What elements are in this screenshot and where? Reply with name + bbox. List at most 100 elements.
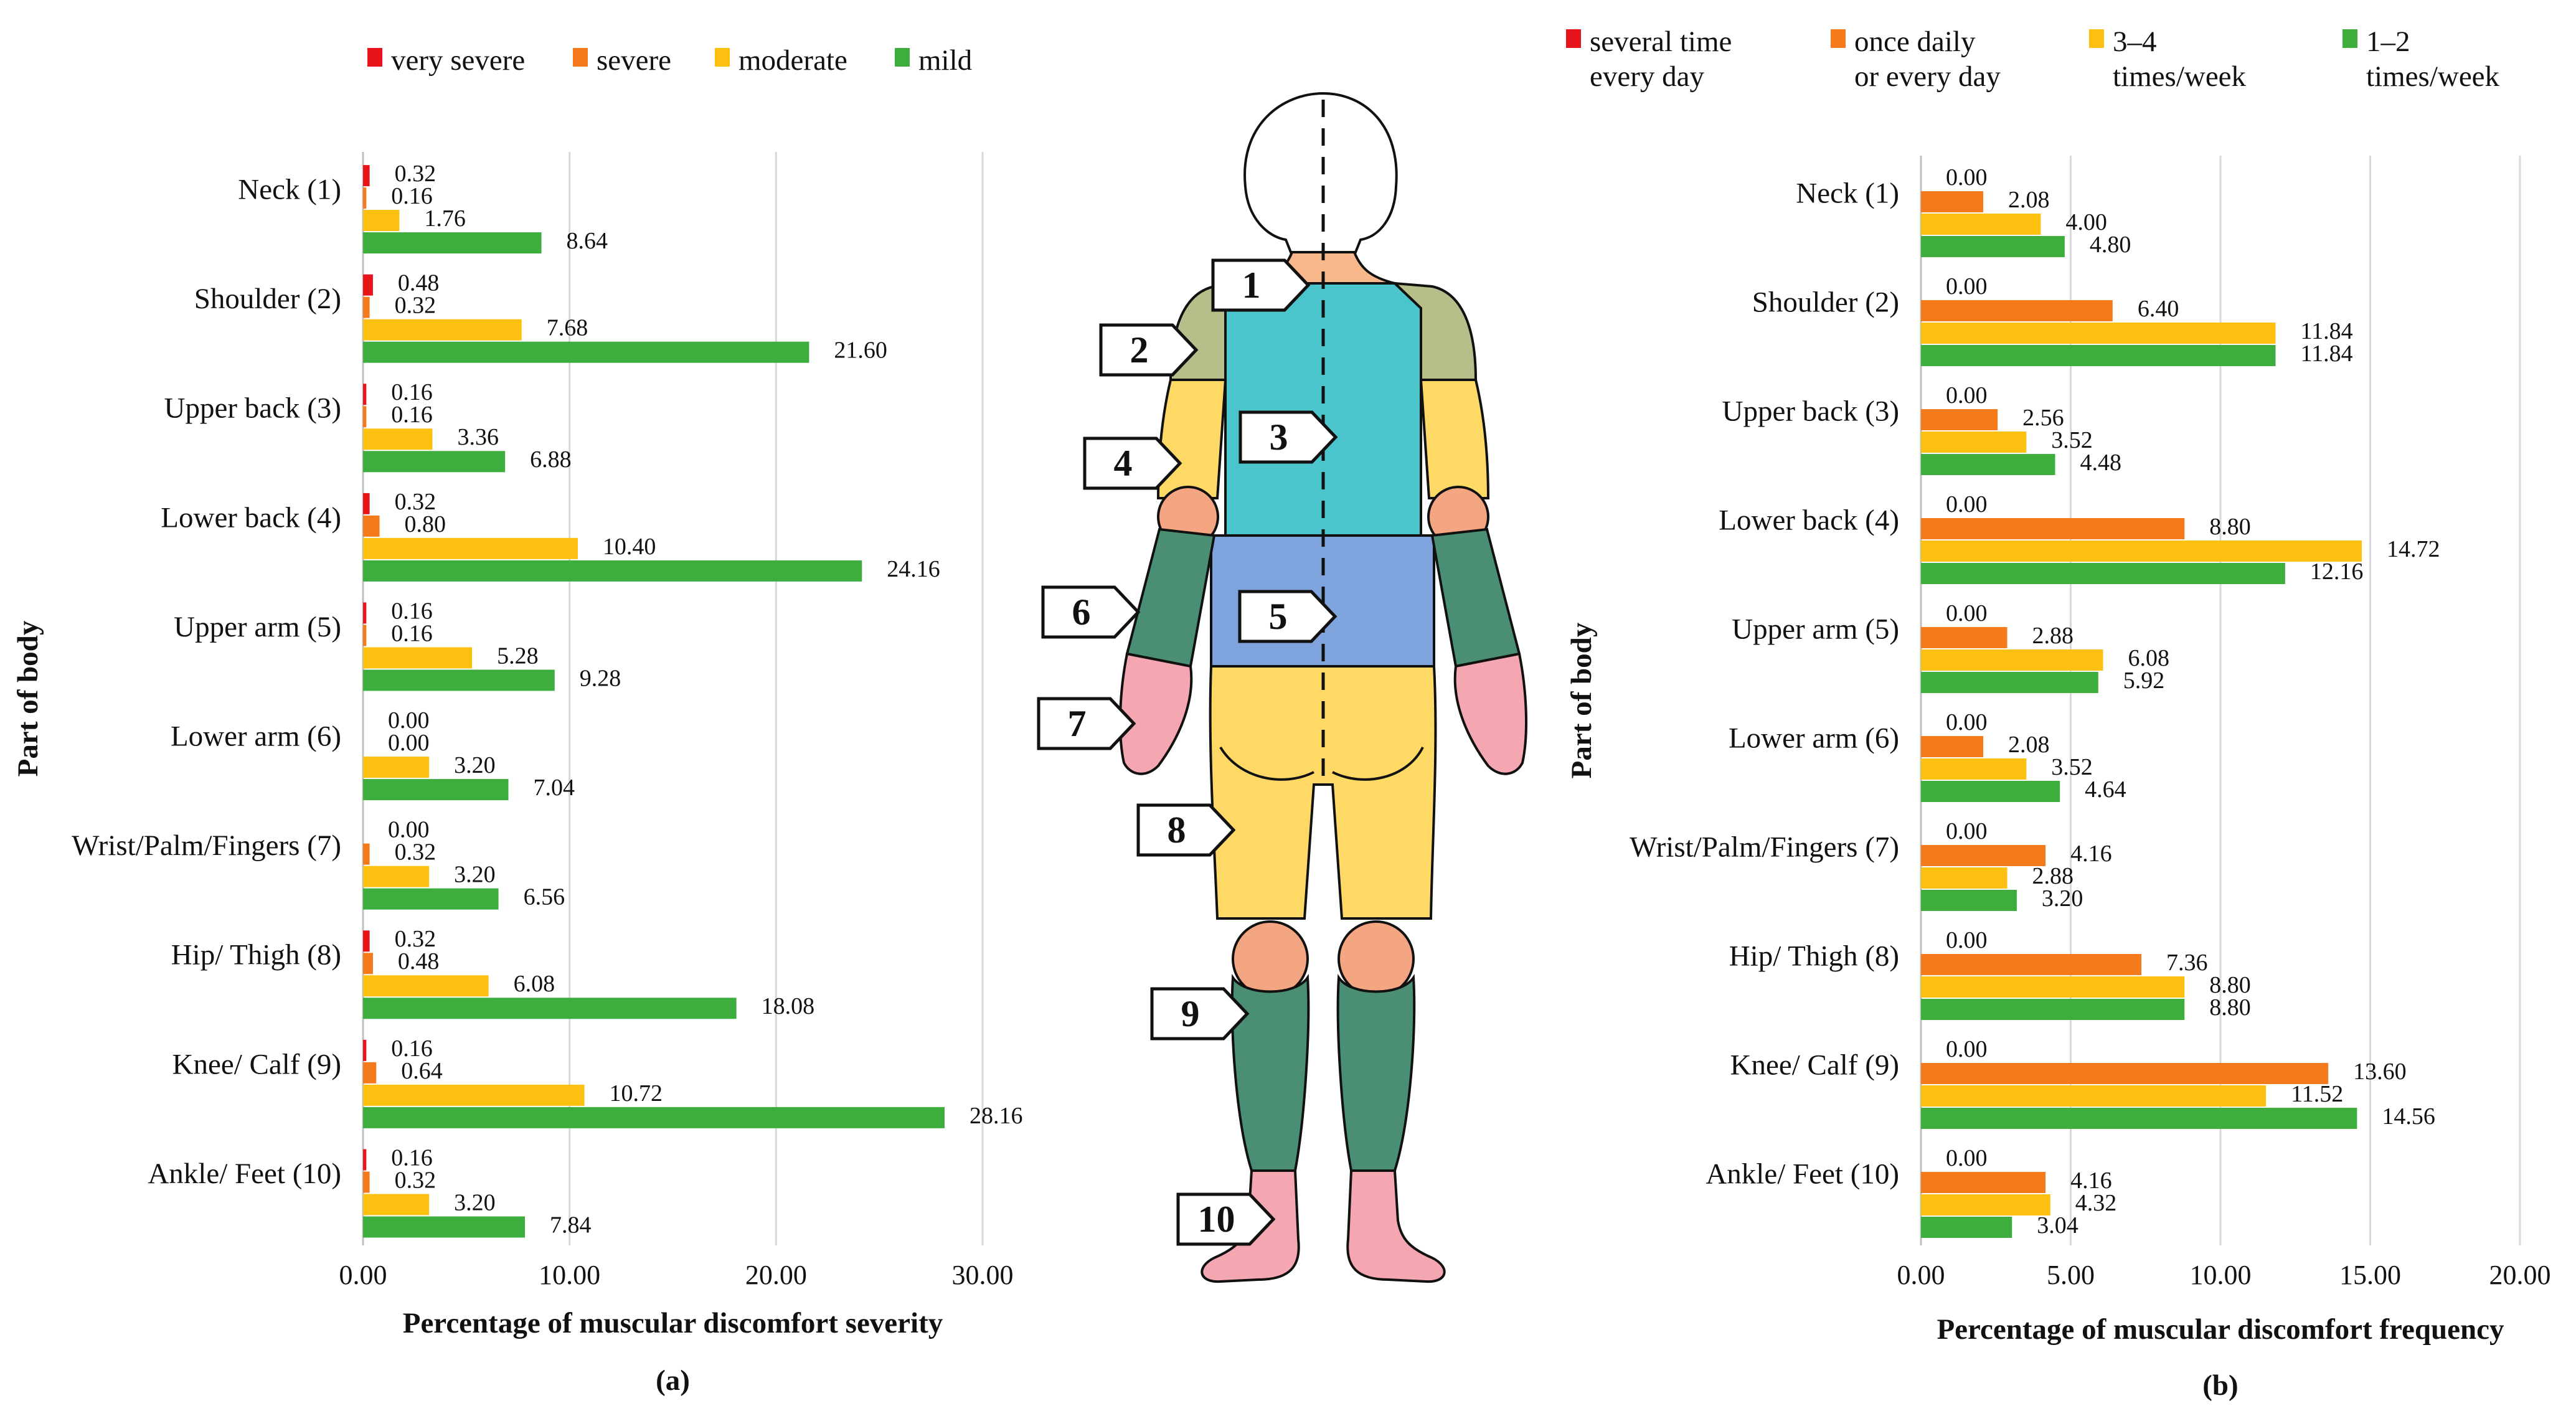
bar <box>363 537 578 559</box>
region-tag <box>1150 987 1250 1041</box>
data-label: 0.64 <box>401 1058 443 1084</box>
bar <box>1921 563 2285 584</box>
data-label: 0.00 <box>1946 491 1988 517</box>
data-label: 6.88 <box>530 446 572 473</box>
bar <box>363 210 400 232</box>
x-tick-label: 30.00 <box>952 1260 1014 1290</box>
legend-label: several time <box>1590 26 1732 58</box>
data-label: 3.20 <box>454 862 496 888</box>
bar <box>363 953 373 975</box>
category-label: Lower back (4) <box>161 501 341 534</box>
data-label: 0.16 <box>391 620 433 646</box>
bar <box>363 930 370 952</box>
bar <box>1921 1172 2046 1193</box>
x-tick-label: 20.00 <box>2489 1260 2551 1290</box>
bar <box>1921 454 2055 475</box>
bar <box>363 1149 367 1171</box>
legend-swatch <box>2089 29 2104 48</box>
category-label: Shoulder (2) <box>1752 286 1899 318</box>
bar <box>1921 345 2276 366</box>
category-label: Upper back (3) <box>164 392 341 425</box>
data-label: 0.80 <box>405 511 446 537</box>
bar <box>363 319 522 341</box>
body-region-upper-arm-right <box>1419 379 1490 499</box>
data-label: 5.92 <box>2123 668 2165 694</box>
bar <box>1921 845 2046 866</box>
x-tick-label: 0.00 <box>1897 1260 1945 1290</box>
legend-swatch <box>1566 29 1581 48</box>
data-label: 8.80 <box>2209 972 2251 998</box>
bar <box>363 1216 526 1238</box>
bar <box>363 998 737 1019</box>
bar <box>1921 627 2007 648</box>
category-label: Shoulder (2) <box>194 283 341 315</box>
data-label: 11.52 <box>2291 1081 2343 1107</box>
data-label: 2.08 <box>2008 732 2050 758</box>
data-label: 0.00 <box>1946 1036 1988 1062</box>
data-label: 10.72 <box>610 1080 663 1107</box>
data-label: 0.32 <box>395 293 436 319</box>
frequency-chart: 0.00 5.00 10.00 15.00 20.00 Neck (1) 0.00 2.08 4… <box>1565 26 2551 1402</box>
region-number: 8 <box>1168 809 1186 851</box>
legend-swatch <box>715 48 730 67</box>
data-label: 0.32 <box>395 926 436 952</box>
region-tag <box>1211 258 1311 312</box>
data-label: 6.08 <box>2128 645 2169 671</box>
body-region-hip-thigh <box>1209 665 1437 920</box>
legend-swatch <box>1831 29 1846 48</box>
bar <box>363 866 430 887</box>
data-label: 8.80 <box>2209 514 2251 540</box>
bar <box>1921 781 2060 802</box>
data-label: 0.16 <box>391 1036 433 1062</box>
panel-label: (a) <box>656 1364 690 1397</box>
bar <box>363 779 509 801</box>
data-label: 21.60 <box>834 337 887 364</box>
legend-label: 1–2 <box>2366 26 2410 58</box>
bar <box>1921 323 2276 344</box>
body-region-lower-arm-right <box>1430 527 1521 668</box>
legend-label: times/week <box>2113 60 2247 93</box>
region-tag <box>1136 803 1236 857</box>
x-tick-label: 20.00 <box>745 1260 807 1290</box>
bar <box>1921 954 2142 975</box>
legend-label: moderate <box>738 44 847 77</box>
data-label: 0.16 <box>391 379 433 405</box>
category-label: Lower arm (6) <box>1729 722 1899 754</box>
region-tag <box>1238 590 1338 643</box>
body-region-upper-arm-left <box>1156 379 1227 499</box>
bar <box>363 274 373 296</box>
body-region-hand-left <box>1118 652 1193 775</box>
region-tag <box>1041 585 1141 639</box>
category-label: Hip/ Thigh (8) <box>1729 940 1899 972</box>
y-axis-title: Part of body <box>12 620 44 776</box>
region-tag <box>1238 410 1338 464</box>
data-label: 1.76 <box>424 205 466 232</box>
data-label: 5.28 <box>497 643 539 669</box>
bar <box>1921 432 2027 453</box>
data-label: 0.00 <box>1946 164 1988 191</box>
legend-swatch <box>895 48 910 67</box>
data-label: 0.48 <box>398 270 440 296</box>
region-tag <box>1083 437 1182 490</box>
bar <box>1921 1217 2012 1238</box>
head <box>1243 92 1398 257</box>
bar <box>1921 409 1998 430</box>
data-label: 3.36 <box>457 424 499 450</box>
body-region-calf-right <box>1336 973 1416 1172</box>
data-label: 0.00 <box>388 707 430 734</box>
legend-swatch <box>367 48 382 67</box>
category-label: Upper arm (5) <box>1732 613 1899 645</box>
data-label: 4.16 <box>2070 1168 2112 1194</box>
data-label: 0.32 <box>395 1167 436 1193</box>
bar <box>1921 214 2041 235</box>
bar <box>363 843 370 865</box>
region-number: 6 <box>1072 592 1091 633</box>
data-label: 0.32 <box>395 839 436 866</box>
legend-label: very severe <box>391 44 525 77</box>
bar <box>1921 518 2185 539</box>
bar <box>363 165 370 187</box>
region-number: 3 <box>1270 417 1288 458</box>
data-label: 4.00 <box>2065 209 2107 235</box>
bar <box>1921 236 2065 257</box>
